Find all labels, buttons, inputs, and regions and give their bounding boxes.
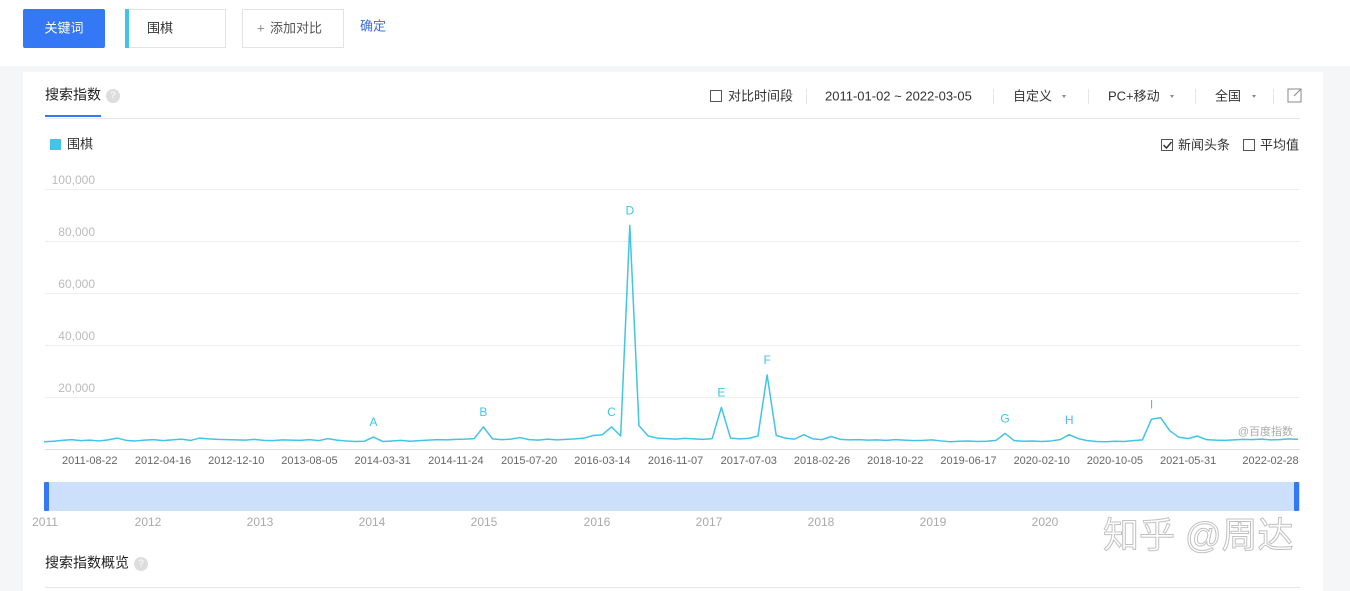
point-annotation: I [1150,397,1153,411]
navigator-year: 2015 [471,515,498,529]
navigator-axis: 2011 2012 2013 2014 2015 2016 2017 2018 2019 2020 [32,515,1059,529]
navigator-year: 2017 [696,515,723,529]
x-tick-label: 2015-07-20 [501,455,557,467]
region-select[interactable]: 全国 [1215,88,1241,103]
plot: 20,000 40,000 60,000 80,000 100,000 2011-08-2… [43,173,1300,467]
keyword-color-bar [125,9,129,48]
caret [1170,95,1174,98]
news-checkbox[interactable] [1161,139,1173,151]
watermark: 知乎 @周达 [1103,515,1294,556]
y-tick-label: 20,000 [58,381,95,395]
x-tick-label: 2016-03-14 [574,455,630,467]
add-compare-text: 添加对比 [270,20,322,35]
compare-period-checkbox[interactable] [710,90,722,102]
x-tick-label: 2012-04-16 [135,455,191,467]
x-tick-label: 2020-02-10 [1014,455,1070,467]
x-tick-label: 2016-11-07 [648,455,703,467]
tab-underline [45,115,101,117]
point-annotation: G [1000,412,1009,426]
point-annotation: E [717,386,725,400]
keyword-button[interactable] [23,9,105,48]
custom-select[interactable]: 自定义 [1013,88,1052,103]
x-tick-label: 2021-05-31 [1160,455,1216,467]
help-icon-mark: ? [138,559,144,570]
navigator-year: 2020 [1032,515,1059,529]
device-select[interactable]: PC+移动 [1108,88,1160,103]
x-tick-label: 2019-06-17 [940,455,996,467]
point-annotation: F [763,353,770,367]
y-tick-label: 100,000 [52,173,96,187]
y-tick-label: 60,000 [58,277,95,291]
range-handle[interactable] [1294,482,1299,511]
keyword-input[interactable] [125,9,226,48]
export-icon[interactable] [1287,88,1302,103]
compare-period-text: 对比时间段 [728,88,793,103]
navigator-year: 2016 [584,515,611,529]
range-navigator[interactable] [45,482,1300,511]
x-tick-label: 2022-02-28 [1242,455,1298,467]
point-annotation: D [625,204,634,218]
navigator-year: 2014 [359,515,386,529]
x-tick-label: 2018-10-22 [867,455,923,467]
navigator-year: 2012 [135,515,162,529]
x-tick-label: 2013-08-05 [281,455,337,467]
legend-text[interactable]: 围棋 [67,136,93,151]
overview-title: 搜索指数概览 [45,555,129,571]
plus-icon: + [257,20,265,35]
navigator-year: 2013 [247,515,274,529]
x-tick-label: 2014-11-24 [428,455,483,467]
range-handle[interactable] [44,482,49,511]
x-tick-label: 2014-03-31 [355,455,411,467]
navigator-year: 2011 [32,515,58,529]
card [23,72,1323,591]
news-text: 新闻头条 [1178,137,1230,152]
point-annotation: A [370,415,378,429]
y-tick-label: 80,000 [58,225,95,239]
point-annotation: H [1065,413,1074,427]
x-tick-label: 2020-10-05 [1087,455,1143,467]
caret [1252,95,1256,98]
series-line [43,224,1299,443]
x-tick-label: 2017-07-03 [721,455,777,467]
search-index-tab[interactable]: 搜索指数 [45,87,101,103]
confirm-link[interactable]: 确定 [360,18,386,33]
help-icon[interactable] [106,89,120,103]
point-annotation: C [607,405,616,419]
help-icon[interactable] [134,557,148,571]
add-compare-button[interactable] [242,9,344,48]
keyword-text: 围棋 [147,20,173,35]
date-range[interactable]: 2011-01-02 ~ 2022-03-05 [825,88,972,103]
keyword-button-text: 关键词 [44,20,83,35]
y-tick-label: 40,000 [58,329,95,343]
chart-watermark: @百度指数 [1238,424,1293,438]
average-text: 平均值 [1260,137,1299,152]
legend-swatch [50,139,61,150]
caret [1062,95,1066,98]
x-tick-label: 2012-12-10 [208,455,264,467]
check-mark [1162,141,1173,150]
point-annotation: B [479,405,487,419]
help-icon-mark: ? [110,91,116,102]
navigator-year: 2018 [808,515,835,529]
navigator-year: 2019 [920,515,947,529]
x-tick-label: 2011-08-22 [62,455,117,467]
x-tick-label: 2018-02-26 [794,455,850,467]
average-checkbox[interactable] [1243,139,1255,151]
